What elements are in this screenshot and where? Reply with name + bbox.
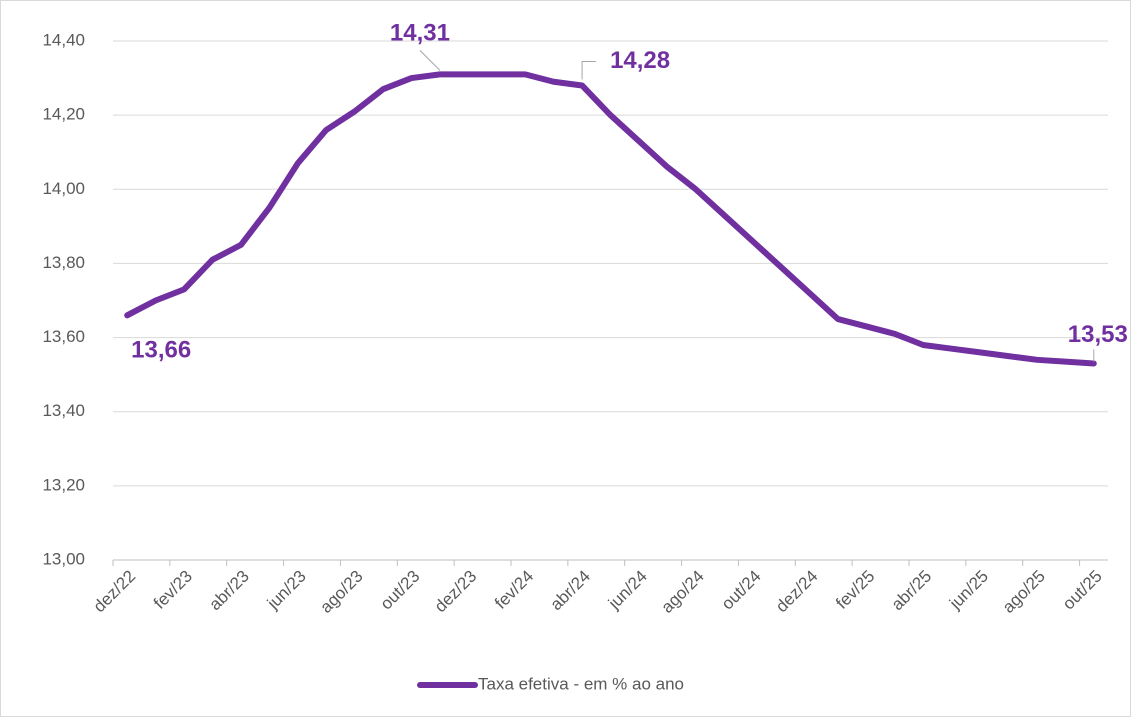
y-tick-label: 14,40 [42, 30, 85, 49]
data-label: 13,66 [131, 337, 191, 364]
data-label: 14,31 [390, 20, 450, 47]
legend-label: Taxa efetiva - em % ao ano [478, 674, 684, 693]
leader [419, 50, 441, 71]
data-label: 14,28 [610, 47, 670, 74]
y-tick-label: 13,60 [42, 327, 85, 346]
y-tick-label: 13,20 [42, 475, 85, 494]
y-tick-label: 14,00 [42, 179, 85, 198]
line [124, 71, 1097, 367]
y-tick-label: 13,80 [42, 253, 85, 272]
y-tick-label: 14,20 [42, 105, 85, 124]
y-tick-label: 13,40 [42, 401, 85, 420]
data-label: 13,53 [1068, 321, 1128, 348]
y-tick-label: 13,00 [42, 549, 85, 568]
leader [581, 60, 597, 80]
